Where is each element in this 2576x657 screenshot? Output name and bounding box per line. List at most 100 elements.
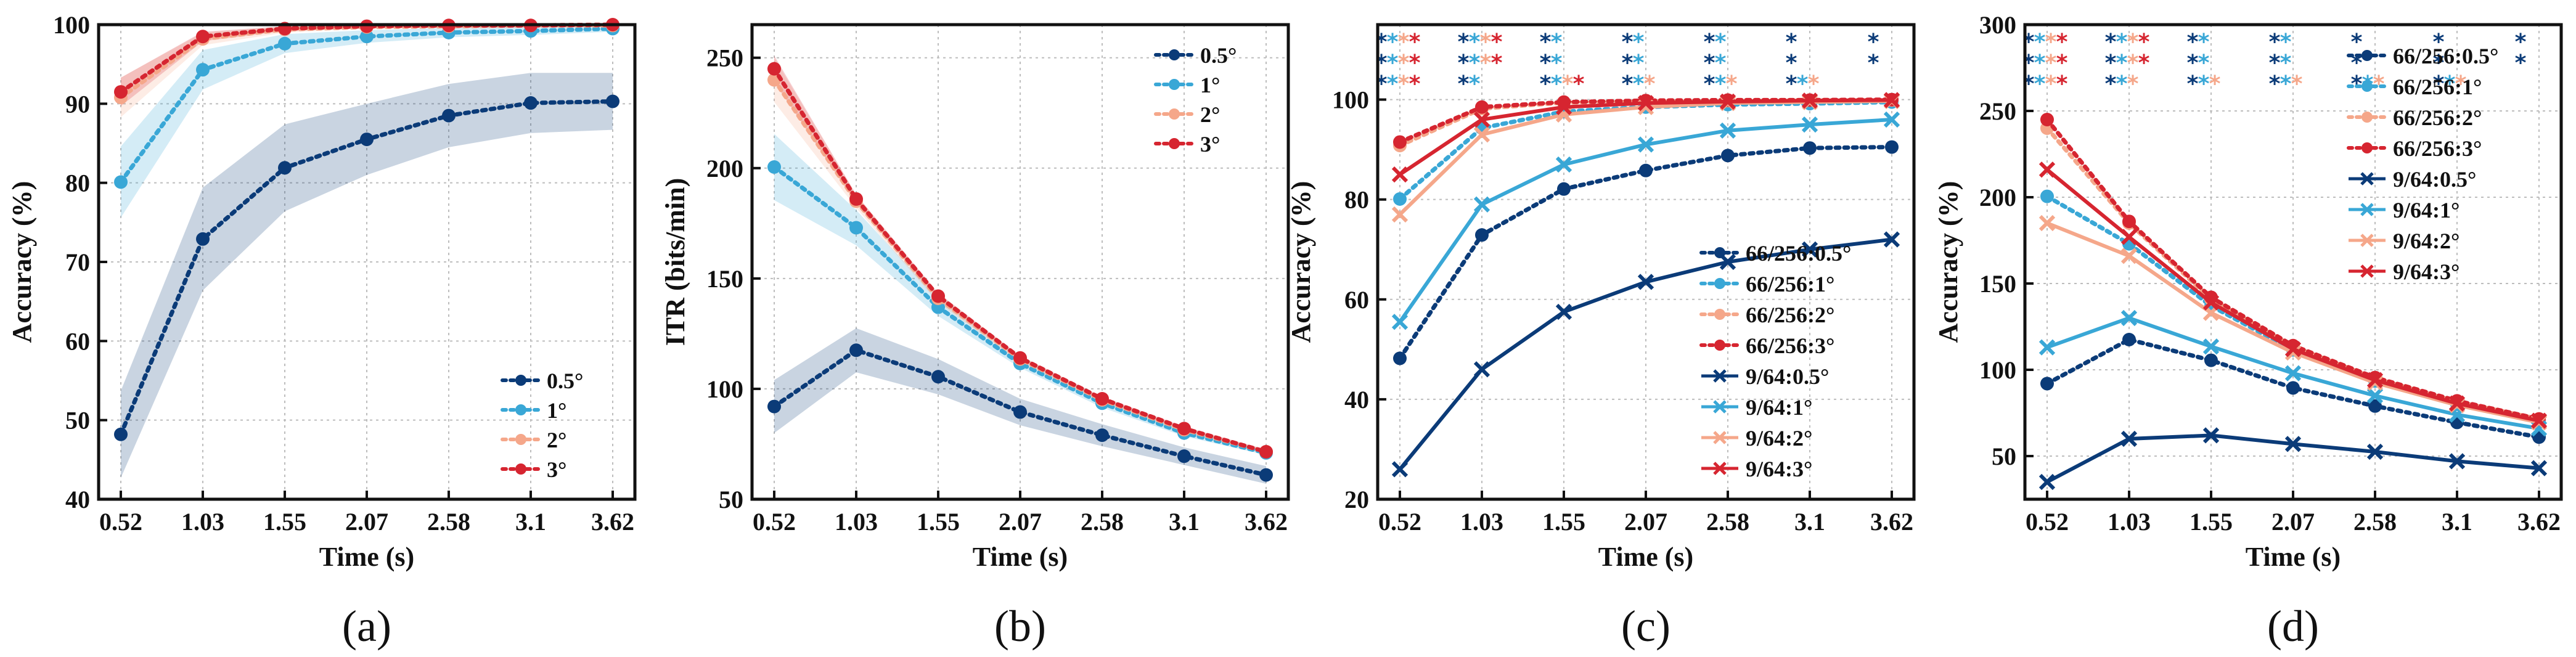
y-tick-label: 100	[1979, 356, 2016, 384]
x-tick-label: 3.62	[591, 508, 634, 536]
data-point	[1801, 92, 1818, 109]
legend-label: 1°	[547, 398, 566, 423]
data-point	[2448, 453, 2466, 470]
data-point	[524, 96, 538, 110]
x-axis-label: Time (s)	[1598, 542, 1693, 572]
y-tick-label: 200	[706, 155, 743, 182]
significance-mark: *	[1808, 71, 1820, 97]
significance-mark: *	[2116, 51, 2128, 76]
x-tick-label: 1.55	[1542, 508, 1585, 536]
significance-mark: *	[2138, 51, 2150, 76]
data-point	[1721, 149, 1735, 163]
y-tick-label: 300	[1979, 11, 2016, 39]
x-tick-label: 2.07	[2271, 508, 2315, 536]
x-tick-label: 1.03	[1460, 508, 1503, 536]
legend: 0.5° 1° 2° 3°	[1154, 43, 1237, 157]
panel-label: (b)	[994, 602, 1046, 651]
data-point	[2366, 372, 2384, 388]
significance-mark: *	[1540, 30, 1552, 55]
x-axis-label: Time (s)	[973, 542, 1068, 572]
y-tick-label: 100	[53, 11, 90, 39]
data-point	[1637, 274, 1654, 290]
x-tick-label: 1.03	[181, 508, 224, 536]
data-point	[2284, 365, 2302, 382]
significance-mark: *	[1458, 71, 1470, 97]
significance-mark: *	[1540, 71, 1552, 97]
significance-mark: *	[1398, 30, 1410, 55]
significance-mark: *	[2351, 30, 2363, 55]
significance-mark: *	[2045, 30, 2057, 55]
legend-marker	[2361, 142, 2373, 153]
data-point	[1719, 93, 1736, 110]
data-point	[1719, 122, 1736, 139]
data-point	[1473, 126, 1490, 143]
data-point	[849, 192, 863, 206]
significance-mark: *	[1409, 71, 1421, 97]
significance-mark: *	[1458, 30, 1470, 55]
chart-panel-c: * * * ** * * ** * * ** * * ** * * ** ** ** ** * * ** ** ** * ** **…	[1286, 23, 1916, 651]
x-axis-label: Time (s)	[319, 542, 414, 572]
data-point	[1391, 166, 1409, 183]
data-point	[1637, 136, 1654, 153]
chart-panel-b: 50 100 150 200 250 0.52 1.03 1.55 2.07 2.58 3.1 3.6…	[660, 23, 1290, 651]
significance-mark: *	[2045, 71, 2057, 97]
x-tick-label: 2.07	[1624, 508, 1667, 536]
data-point	[767, 62, 781, 76]
significance-mark: *	[1797, 71, 1809, 97]
data-point	[1885, 140, 1899, 154]
data-point	[1393, 135, 1407, 149]
x-tick-label: 3.62	[1870, 508, 1913, 536]
data-point	[2284, 341, 2302, 357]
data-point	[1883, 111, 1900, 128]
significance-mark: *	[1469, 71, 1481, 97]
y-tick-label: 40	[65, 486, 90, 513]
chart-panel-a: 40 50 60 70 80 90 100 0.52 1.03 1.55 2.07 2.58 3.1 3.…	[7, 11, 637, 651]
y-tick-label: 150	[706, 265, 743, 293]
data-point	[1391, 314, 1409, 330]
significance-mark: *	[2127, 71, 2139, 97]
legend: 66/256:0.5° 66/256:1° 66/256:2° 66/256:3° 9/…	[2347, 44, 2498, 284]
data-point	[1473, 196, 1490, 213]
legend-label: 66/256:3°	[2393, 136, 2482, 161]
data-point	[931, 370, 945, 384]
significance-mark: *	[2433, 71, 2445, 97]
legend-marker	[2360, 203, 2374, 216]
legend-label: 66/256:0.5°	[1746, 241, 1851, 266]
significance-mark: *	[2056, 30, 2068, 55]
legend-label: 0.5°	[1200, 43, 1237, 68]
significance-mark: *	[2269, 71, 2281, 97]
data-point	[1013, 405, 1027, 419]
y-tick-label: 80	[65, 169, 90, 197]
legend-marker	[1713, 369, 1727, 383]
significance-mark: *	[2280, 71, 2292, 97]
data-point	[2366, 443, 2384, 460]
data-point	[1177, 449, 1191, 463]
chart-panel-d: * * * ** * * ** * * ** * * ** * * ** * ** ** ** * ** ** ** * ****…	[1933, 11, 2563, 651]
data-point	[849, 343, 863, 357]
significance-mark: *	[2105, 30, 2117, 55]
data-point	[2122, 333, 2136, 346]
significance-mark: *	[1458, 51, 1470, 76]
significance-mark: *	[2105, 51, 2117, 76]
data-point	[2120, 309, 2138, 327]
significance-mark: *	[1491, 30, 1503, 55]
data-point	[2368, 399, 2382, 413]
significance-mark: *	[1644, 71, 1656, 97]
data-point	[2284, 436, 2302, 452]
legend-label: 9/64:1°	[1746, 395, 1812, 420]
x-tick-label: 3.62	[1245, 508, 1288, 536]
data-point	[2038, 339, 2056, 356]
significance-mark: *	[2056, 51, 2068, 76]
y-tick-label: 90	[65, 90, 90, 118]
significance-mark: *	[1551, 30, 1563, 55]
x-axis-label: Time (s)	[2246, 542, 2341, 572]
legend-label: 9/64:0.5°	[2393, 167, 2476, 192]
significance-mark: *	[1409, 51, 1421, 76]
y-tick-label: 100	[1332, 86, 1369, 114]
y-tick-label: 60	[1344, 286, 1369, 314]
legend-marker	[515, 463, 526, 475]
significance-mark: *	[2433, 30, 2445, 55]
data-point	[1013, 351, 1027, 365]
significance-mark: *	[1633, 51, 1645, 76]
